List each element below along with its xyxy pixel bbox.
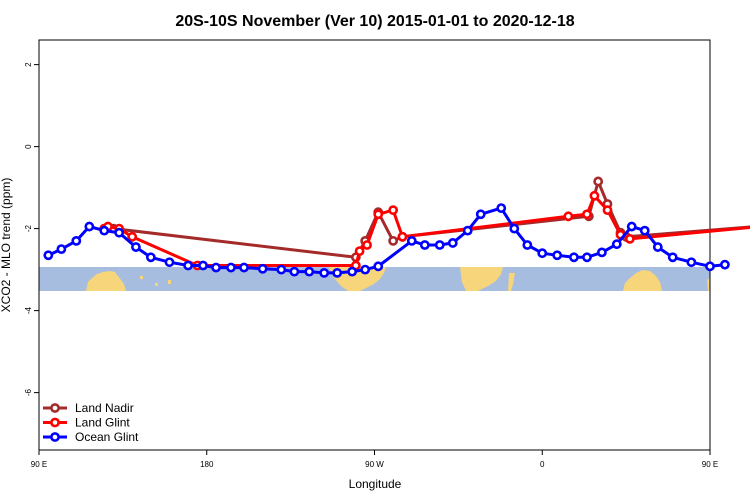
point-ocean-glint-37	[611, 239, 622, 250]
point-ocean-glint-42	[686, 257, 697, 268]
chart-title: 20S-10S November (Ver 10) 2015-01-01 to …	[175, 13, 574, 30]
map-land-2	[460, 267, 503, 291]
point-ocean-glint-9	[183, 260, 194, 271]
map-land-0	[86, 271, 126, 291]
point-ocean-glint-0	[43, 250, 54, 261]
point-ocean-glint-29	[496, 203, 507, 213]
point-ocean-glint-6	[131, 242, 141, 252]
map-land-6	[168, 280, 171, 284]
x-tick-label-4: 90 E	[702, 460, 718, 469]
y-tick-label-3: -4	[24, 306, 33, 314]
point-land-nadir-8	[593, 176, 604, 187]
point-ocean-glint-11	[211, 262, 221, 273]
point-ocean-glint-26	[447, 238, 458, 248]
point-ocean-glint-17	[304, 266, 315, 277]
point-ocean-glint-34	[569, 252, 579, 263]
x-axis: 90 E 180 90 W 0 90 E	[31, 450, 718, 469]
point-ocean-glint-10	[198, 260, 208, 271]
y-axis: 2 0 -2 -4 -6	[24, 62, 39, 396]
point-ocean-glint-12	[226, 262, 236, 273]
map-land-4	[623, 270, 662, 291]
point-ocean-glint-1	[56, 244, 67, 254]
point-ocean-glint-7	[145, 252, 156, 263]
point-land-glint-6	[354, 246, 365, 257]
point-land-glint-8	[373, 209, 384, 220]
point-land-glint-12	[582, 209, 592, 220]
x-tick-label-1: 180	[200, 460, 214, 469]
map-land-8	[707, 278, 710, 291]
y-tick-label-0: 2	[24, 62, 33, 67]
point-ocean-glint-25	[434, 240, 445, 250]
world-map-strip	[39, 267, 710, 291]
point-ocean-glint-27	[462, 225, 473, 236]
point-ocean-glint-19	[332, 267, 343, 278]
point-ocean-glint-31	[522, 240, 533, 250]
point-ocean-glint-44	[720, 259, 730, 270]
legend-item-ocean-glint: Ocean Glint	[43, 430, 139, 444]
point-land-glint-9	[388, 205, 399, 216]
point-ocean-glint-20	[347, 266, 358, 277]
map-land-5	[155, 283, 158, 286]
series-ocean-glint	[43, 203, 730, 278]
point-ocean-glint-21	[360, 264, 371, 275]
legend-marker-land-nadir	[50, 403, 60, 413]
point-land-nadir-5	[388, 235, 399, 246]
legend-item-land-glint: Land Glint	[43, 416, 130, 430]
series-land-glint	[99, 190, 750, 271]
point-ocean-glint-3	[84, 221, 95, 232]
map-land-3	[508, 273, 515, 291]
legend-item-land-nadir: Land Nadir	[43, 401, 134, 415]
point-ocean-glint-30	[509, 223, 520, 234]
series-layer	[43, 176, 750, 278]
point-ocean-glint-38	[626, 221, 637, 232]
legend-marker-land-glint	[50, 417, 60, 428]
x-tick-label-2: 90 W	[365, 460, 384, 469]
point-ocean-glint-14	[257, 263, 268, 274]
y-tick-label-4: -6	[24, 388, 33, 396]
point-ocean-glint-22	[373, 261, 384, 272]
point-ocean-glint-35	[582, 252, 592, 263]
point-ocean-glint-23	[406, 235, 417, 246]
series-line-land-glint	[103, 194, 750, 267]
legend-label-ocean-glint: Ocean Glint	[75, 430, 139, 444]
map-land-7	[140, 276, 143, 279]
point-ocean-glint-41	[667, 252, 678, 263]
point-land-glint-11	[563, 211, 574, 222]
point-ocean-glint-24	[419, 240, 430, 250]
point-ocean-glint-4	[99, 225, 110, 236]
point-land-glint-10	[397, 231, 408, 242]
point-land-glint-3	[127, 231, 138, 242]
point-ocean-glint-43	[705, 261, 715, 272]
y-tick-label-2: -2	[24, 224, 33, 232]
point-ocean-glint-40	[652, 242, 663, 252]
point-ocean-glint-28	[475, 209, 486, 220]
x-axis-label: Longitude	[349, 477, 402, 491]
point-ocean-glint-36	[596, 247, 607, 258]
point-ocean-glint-33	[552, 250, 563, 261]
point-land-glint-16	[624, 233, 635, 244]
point-ocean-glint-18	[319, 267, 330, 278]
x-tick-label-3: 0	[540, 460, 545, 469]
legend-label-land-nadir: Land Nadir	[75, 401, 134, 415]
legend-label-land-glint: Land Glint	[75, 416, 130, 430]
point-ocean-glint-2	[71, 235, 82, 246]
point-ocean-glint-32	[537, 248, 548, 259]
y-axis-label: XCO2 - MLO trend (ppm)	[0, 178, 13, 313]
x-tick-label-0: 90 E	[31, 460, 47, 469]
point-land-glint-7	[362, 240, 372, 250]
y-tick-label-1: 0	[24, 144, 33, 149]
legend-marker-ocean-glint	[50, 432, 60, 442]
point-ocean-glint-16	[289, 266, 300, 277]
point-ocean-glint-39	[639, 225, 650, 236]
point-ocean-glint-13	[239, 262, 249, 273]
point-ocean-glint-15	[276, 264, 287, 275]
point-land-glint-14	[602, 205, 613, 216]
point-ocean-glint-8	[164, 257, 175, 268]
point-ocean-glint-5	[114, 227, 125, 238]
point-land-glint-13	[589, 190, 600, 201]
